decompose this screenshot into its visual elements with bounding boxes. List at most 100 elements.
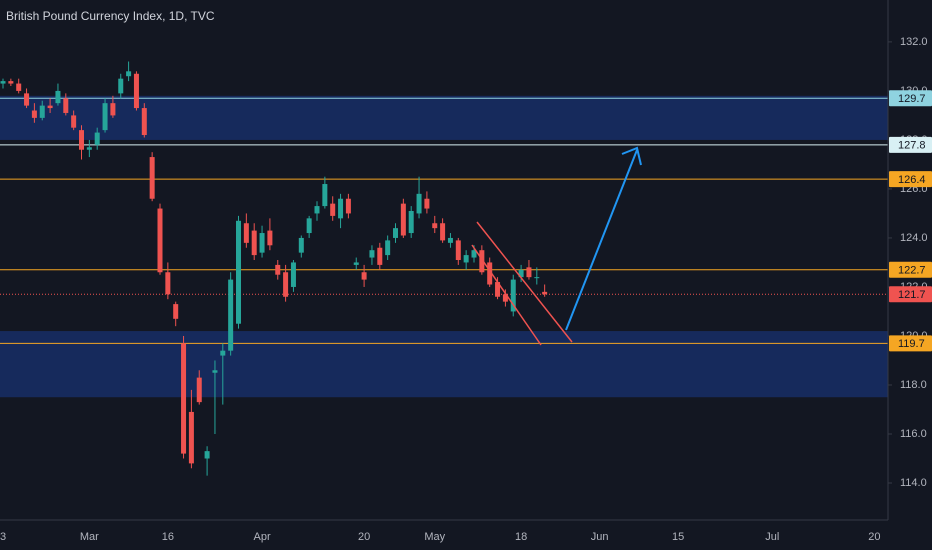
x-tick-label: 20 <box>358 531 370 543</box>
price-label-box <box>889 171 932 188</box>
candle-body <box>502 294 508 302</box>
candle-body <box>518 269 524 278</box>
price-label-box <box>889 286 932 303</box>
candle-body <box>487 262 493 285</box>
candle-body <box>149 157 155 199</box>
candle-body <box>141 108 147 136</box>
candle-body <box>55 90 61 104</box>
candle-body <box>102 103 108 131</box>
candle-body <box>345 198 351 214</box>
candle-body <box>471 250 477 258</box>
candle-body <box>228 279 234 351</box>
candle-body <box>400 203 406 236</box>
arrow-head <box>621 146 642 166</box>
x-tick-label: 16 <box>162 531 174 543</box>
candle-body <box>330 203 336 216</box>
candle-body <box>283 272 289 297</box>
candle-body <box>236 220 241 324</box>
candle-body <box>94 132 100 145</box>
candle-body <box>133 73 139 109</box>
x-tick-label: May <box>424 531 445 543</box>
candle-body <box>157 208 163 273</box>
candle-body <box>447 237 453 243</box>
candle-body <box>322 184 328 207</box>
price-label: 127.8 <box>898 140 926 152</box>
candle-body <box>212 370 218 373</box>
candle-body <box>290 262 296 287</box>
candle-body <box>314 206 320 214</box>
zone <box>0 95 888 140</box>
candle-body <box>298 237 304 253</box>
x-tick-label: 18 <box>515 531 527 543</box>
candle-body <box>39 105 45 118</box>
price-lines <box>0 97 888 344</box>
candle-body <box>110 103 116 116</box>
candle-body <box>173 304 179 319</box>
candle-body <box>534 277 540 279</box>
candle-body <box>369 250 375 258</box>
y-tick-label: 118.0 <box>900 379 927 391</box>
x-tick-label: Mar <box>80 531 99 543</box>
candle-body <box>338 198 344 219</box>
price-label-box <box>889 261 932 278</box>
price-label-box <box>889 335 932 352</box>
y-tick-label: 124.0 <box>900 232 928 244</box>
candle-body <box>24 93 30 106</box>
candles <box>0 61 548 476</box>
axes: 132.0130.0128.0126.0124.0122.0120.0118.0… <box>0 36 932 543</box>
forecast-arrow <box>565 149 638 331</box>
y-tick-label: 132.0 <box>900 36 928 48</box>
x-tick-label: 3 <box>0 531 6 543</box>
x-tick-label: Jul <box>765 531 779 543</box>
zones <box>0 95 888 398</box>
candle-body <box>408 210 414 234</box>
candle-body <box>463 255 469 263</box>
candle-body <box>440 223 446 241</box>
candle-body <box>71 115 77 128</box>
candle-body <box>118 78 124 94</box>
candle-body <box>181 343 187 454</box>
candle-body <box>188 411 194 464</box>
candle-body <box>63 98 69 113</box>
price-label: 129.7 <box>898 93 926 105</box>
candle-body <box>16 83 22 91</box>
zone <box>0 331 888 398</box>
candle-body <box>353 262 359 265</box>
candle-body <box>495 282 501 297</box>
x-tick-label: 20 <box>868 531 880 543</box>
price-label: 122.7 <box>898 265 926 277</box>
price-label: 119.7 <box>898 338 925 350</box>
candle-body <box>86 147 92 150</box>
candle-body <box>8 81 14 84</box>
candle-body <box>361 272 367 280</box>
candle-body <box>526 267 532 278</box>
candle-body <box>510 279 516 312</box>
candle-body <box>259 233 265 253</box>
candle-body <box>385 240 391 256</box>
channel-line <box>471 244 542 346</box>
y-tick-label: 116.0 <box>900 428 927 440</box>
chart-title: British Pound Currency Index, 1D, TVC <box>6 9 215 23</box>
x-tick-label: 15 <box>672 531 684 543</box>
candle-body <box>0 81 6 84</box>
y-tick-label: 114.0 <box>900 477 927 489</box>
candle-body <box>275 264 281 275</box>
candle-body <box>393 228 398 238</box>
candle-body <box>432 223 438 229</box>
candle-body <box>196 377 202 403</box>
candle-body <box>204 451 210 459</box>
candle-body <box>165 272 171 295</box>
candle-body <box>377 247 383 265</box>
candle-body <box>251 230 257 256</box>
candle-body <box>267 230 273 246</box>
candle-body <box>220 350 226 356</box>
x-tick-label: Jun <box>591 531 609 543</box>
x-tick-label: Apr <box>253 531 270 543</box>
candle-body <box>542 291 548 295</box>
candle-body <box>79 130 84 150</box>
candle-body <box>306 218 312 234</box>
candle-body <box>479 250 485 273</box>
price-label: 126.4 <box>898 174 926 186</box>
